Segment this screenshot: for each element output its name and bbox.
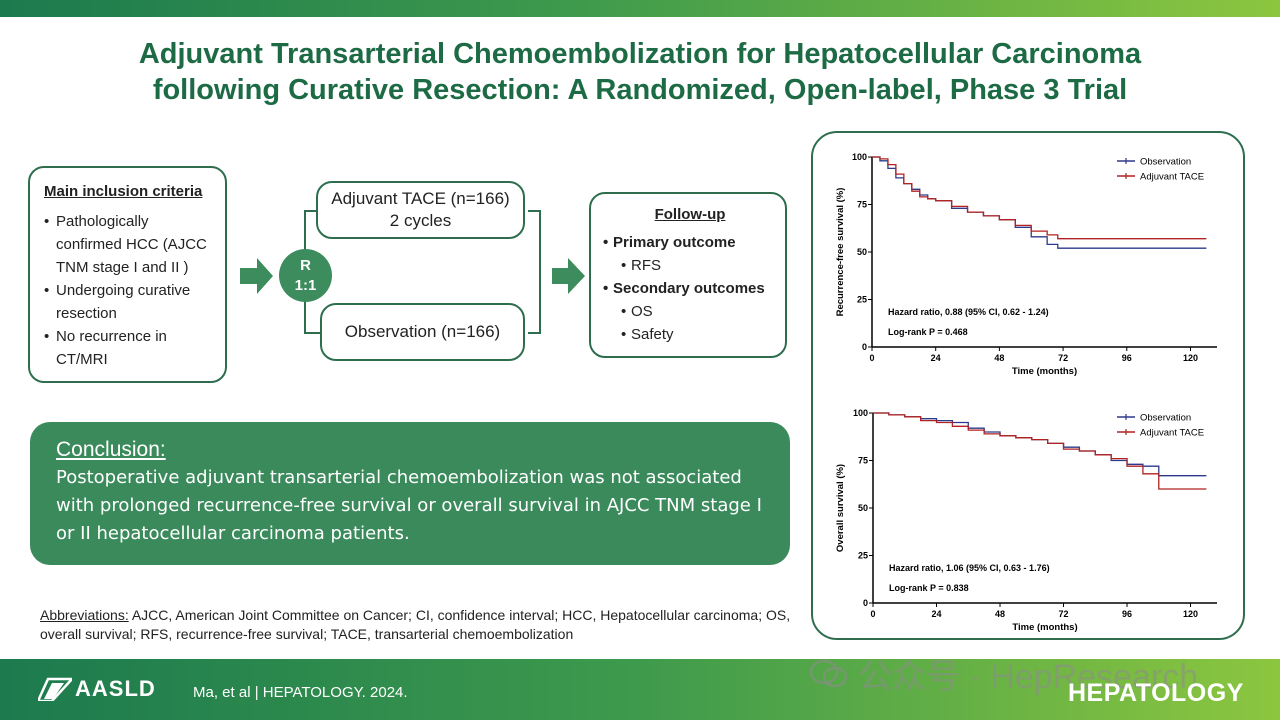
conclusion-box: Conclusion: Postoperative adjuvant trans…: [30, 422, 790, 565]
x-tick-label: 24: [931, 353, 941, 363]
inclusion-heading: Main inclusion criteria: [44, 183, 203, 200]
x-tick-label: 48: [995, 609, 1005, 619]
title-line-2: following Curative Resection: A Randomiz…: [152, 74, 1128, 106]
arrow-right-icon: [240, 258, 273, 294]
logrank-annotation: Log-rank P = 0.468: [888, 327, 968, 337]
tace-arm-box: Adjuvant TACE (n=166) 2 cycles: [316, 181, 525, 239]
journal-name: HEPATOLOGY: [1068, 679, 1244, 707]
x-tick-label: 48: [994, 353, 1004, 363]
aasld-logo: AASLD: [38, 676, 156, 702]
x-tick-label: 24: [931, 609, 941, 619]
tace-arm-cycles: 2 cycles: [389, 211, 452, 230]
y-tick-label: 50: [858, 503, 868, 513]
x-tick-label: 0: [869, 353, 874, 363]
inclusion-item: Pathologically confirmed HCC (AJCC TNM s…: [44, 210, 215, 279]
followup-heading: Follow-up: [654, 206, 726, 223]
inclusion-item: No recurrence in CT/MRI: [44, 325, 215, 371]
inclusion-item: Undergoing curative resection: [44, 279, 215, 325]
x-axis-label: Time (months): [1012, 366, 1077, 377]
survival-curve-tace: [873, 412, 1207, 490]
logrank-annotation: Log-rank P = 0.838: [889, 583, 969, 593]
citation: Ma, et al | HEPATOLOGY. 2024.: [193, 684, 408, 701]
abbreviations: Abbreviations: AJCC, American Joint Comm…: [40, 606, 800, 644]
x-tick-label: 72: [1059, 609, 1069, 619]
y-tick-label: 0: [862, 342, 867, 352]
hazard-ratio-annotation: Hazard ratio, 0.88 (95% CI, 0.62 - 1.24): [888, 307, 1049, 317]
km-charts-panel: 0 25 50 75 100 0 24 48 72 96 120 Time (months) Recur…: [811, 131, 1245, 640]
x-tick-label: 96: [1122, 353, 1132, 363]
legend-label: Adjuvant TACE: [1140, 172, 1204, 183]
inclusion-criteria-box: Main inclusion criteria Pathologically c…: [28, 166, 227, 383]
outcome-item: OS: [603, 300, 777, 323]
legend-label: Observation: [1140, 157, 1191, 168]
y-tick-label: 100: [853, 408, 868, 418]
observation-arm-label: Observation (n=166): [344, 322, 501, 341]
watermark: 公众号 · HepResearch: [810, 649, 1198, 698]
x-tick-label: 120: [1183, 353, 1198, 363]
randomization-circle: R 1:1: [279, 249, 332, 302]
conclusion-heading: Conclusion:: [56, 438, 166, 461]
legend-label: Observation: [1140, 413, 1191, 424]
followup-box: Follow-up Primary outcome RFS Secondary …: [589, 192, 787, 358]
merge-bracket: [528, 210, 541, 334]
secondary-outcome-label: Secondary outcomes: [603, 277, 777, 300]
outcome-item: RFS: [603, 254, 777, 277]
arrow-right-icon: [552, 258, 585, 294]
tace-arm-label: Adjuvant TACE (n=166): [331, 189, 510, 208]
footer-bar: [0, 659, 1280, 720]
top-banner: [0, 0, 1280, 17]
primary-outcome-label: Primary outcome: [603, 231, 777, 254]
observation-arm-box: Observation (n=166): [320, 303, 525, 361]
conclusion-text: Postoperative adjuvant transarterial che…: [56, 467, 762, 544]
abbreviations-text: AJCC, American Joint Committee on Cancer…: [40, 607, 791, 642]
y-tick-label: 75: [858, 456, 868, 466]
x-tick-label: 0: [870, 609, 875, 619]
y-tick-label: 100: [852, 152, 867, 162]
outcome-item: Safety: [603, 323, 777, 346]
x-tick-label: 120: [1183, 609, 1198, 619]
survival-curve-tace: [872, 156, 1207, 240]
aasld-logo-icon: [38, 677, 72, 701]
x-tick-label: 96: [1122, 609, 1132, 619]
legend-label: Adjuvant TACE: [1140, 428, 1204, 439]
y-tick-label: 75: [857, 200, 867, 210]
y-tick-label: 0: [863, 598, 868, 608]
km-charts: 0 25 50 75 100 0 24 48 72 96 120 Time (months) Recur…: [835, 152, 1217, 633]
y-tick-label: 50: [857, 247, 867, 257]
hazard-ratio-annotation: Hazard ratio, 1.06 (95% CI, 0.63 - 1.76): [889, 563, 1050, 573]
page-title: Adjuvant Transarterial Chemoembolization…: [40, 36, 1240, 108]
y-tick-label: 25: [857, 295, 867, 305]
abbreviations-label: Abbreviations:: [40, 607, 129, 623]
chat-icon: [810, 659, 848, 687]
x-axis-label: Time (months): [1012, 622, 1077, 633]
y-axis-label: Overall survival (%): [835, 464, 846, 552]
y-axis-label: Recurrence-free survival (%): [835, 188, 846, 317]
y-tick-label: 25: [858, 551, 868, 561]
title-line-1: Adjuvant Transarterial Chemoembolization…: [138, 38, 1142, 70]
x-tick-label: 72: [1058, 353, 1068, 363]
